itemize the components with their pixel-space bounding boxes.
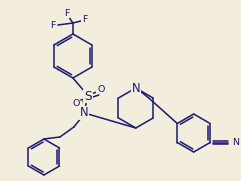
Text: S: S	[84, 89, 92, 102]
Text: O: O	[97, 85, 105, 94]
Text: O: O	[72, 98, 80, 108]
Text: F: F	[50, 20, 56, 30]
Text: F: F	[82, 16, 87, 24]
Text: N: N	[232, 138, 239, 147]
Text: N: N	[132, 81, 140, 94]
Text: F: F	[64, 9, 70, 18]
Text: N: N	[80, 106, 88, 119]
